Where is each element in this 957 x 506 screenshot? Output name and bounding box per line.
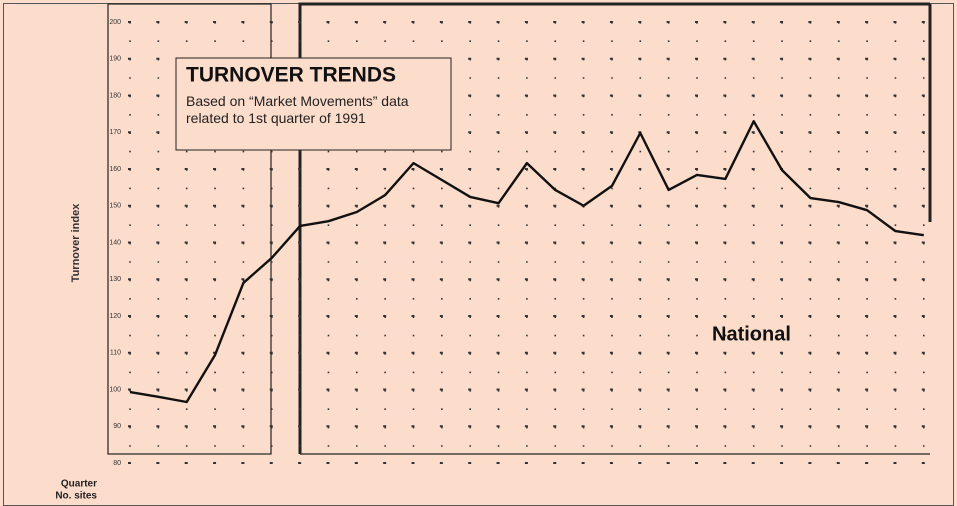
right-box: [298, 2, 930, 454]
line: [129, 120, 924, 404]
title-box: [175, 57, 452, 151]
y-tick-label: 160: [109, 166, 121, 173]
row-label: Quarter: [61, 479, 97, 490]
y-tick-label: 150: [109, 203, 121, 210]
annotation: National: [712, 323, 791, 345]
y-tick-label: 200: [109, 19, 121, 26]
y-tick-label: 190: [109, 56, 121, 63]
chart-title: TURNOVER TRENDS: [186, 64, 396, 87]
row-label: No. sites: [55, 491, 97, 502]
y-tick-label: 130: [109, 276, 121, 283]
grid: 80 90 100 110 120 130 140 150 160 170 180 190 200: [109, 19, 926, 467]
left-box: [107, 3, 272, 455]
y-tick-label: 170: [109, 129, 121, 136]
y-tick-label: 140: [109, 239, 121, 246]
y-tick-label: 180: [109, 92, 121, 99]
subtitle-box: Based on “Market Movements” data related…: [186, 93, 409, 126]
chart-subtitle: Based on “Market Movements” data related…: [186, 93, 409, 126]
y-axis-label: Turnover index: [70, 203, 82, 283]
marks: [129, 120, 924, 404]
y-tick-label: 80: [113, 460, 121, 467]
y-tick-label: 120: [109, 313, 121, 320]
y-tick-label: 90: [113, 423, 121, 430]
y-tick-label: 100: [109, 386, 121, 393]
y-tick-label: 110: [110, 350, 121, 357]
